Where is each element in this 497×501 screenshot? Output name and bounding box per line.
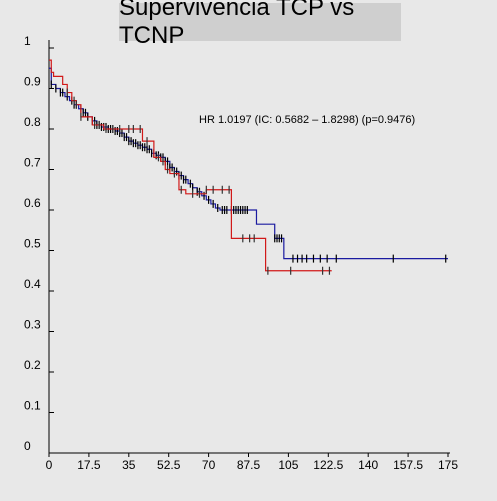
y-tick-label: 0.8 <box>24 115 41 129</box>
x-tick-label: 0 <box>46 458 53 472</box>
y-tick-label: 1 <box>24 34 31 48</box>
x-tick-label: 87.5 <box>237 458 261 472</box>
x-tick-label: 157.5 <box>393 458 423 472</box>
y-tick-label: 0.9 <box>24 75 41 89</box>
x-tick-label: 70 <box>202 458 216 472</box>
y-tick-label: 0.3 <box>24 318 41 332</box>
y-tick-label: 0.6 <box>24 196 41 210</box>
chart-title: Supervivencia TCP vs TCNP <box>119 0 355 49</box>
x-tick-label: 52.5 <box>157 458 181 472</box>
y-tick-label: 0.4 <box>24 277 41 291</box>
x-tick-label: 17.5 <box>77 458 101 472</box>
y-tick-label: 0.5 <box>24 237 41 251</box>
x-tick-label: 175 <box>438 458 458 472</box>
x-tick-label: 105 <box>278 458 298 472</box>
x-tick-label: 140 <box>358 458 378 472</box>
chart-title-box: Supervivencia TCP vs TCNP <box>119 0 401 49</box>
km-curve-1 <box>49 67 448 260</box>
y-tick-label: 0.2 <box>24 358 41 372</box>
y-tick-label: 0.7 <box>24 156 41 170</box>
x-tick-label: 122.5 <box>313 458 343 472</box>
y-tick-label: 0.1 <box>24 399 41 413</box>
km-curve-2 <box>49 59 332 272</box>
y-tick-label: 0 <box>24 439 31 453</box>
hazard-ratio-annotation: HR 1.0197 (IC: 0.5682 – 1.8298) (p=0.947… <box>199 114 415 126</box>
x-tick-label: 35 <box>122 458 136 472</box>
